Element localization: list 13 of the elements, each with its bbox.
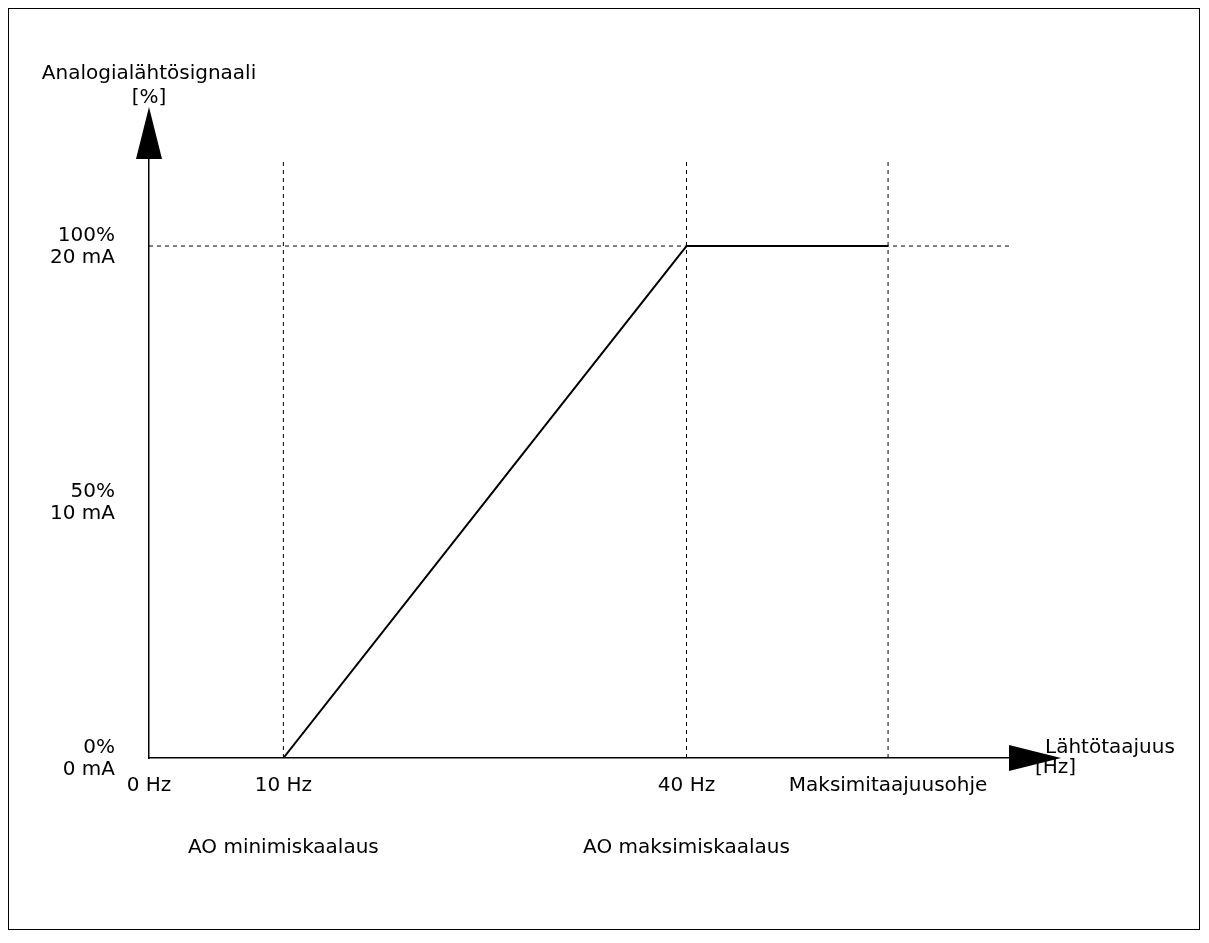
x-tick-label: 10 Hz [254, 772, 313, 797]
y-tick-label: 0% [83, 734, 115, 759]
text: AO maksimiskaalaus [583, 834, 790, 859]
y2-tick-label: 0 mA [62, 756, 116, 781]
y2-tick-label: 20 mA [50, 244, 116, 269]
y-tick-label: 100% [57, 222, 115, 247]
x-tick-label: Maksimitaajuusohje [788, 772, 988, 797]
text: AO minimiskaalaus [187, 834, 379, 859]
y-axis-title: Analogialähtösignaali [%] [41, 60, 257, 108]
y-tick-label: 50% [70, 478, 115, 503]
y2-tick-label: 10 mA [50, 500, 116, 525]
x-tick-label: 0 Hz [126, 772, 172, 797]
x-tick-label: 40 Hz [657, 772, 716, 797]
